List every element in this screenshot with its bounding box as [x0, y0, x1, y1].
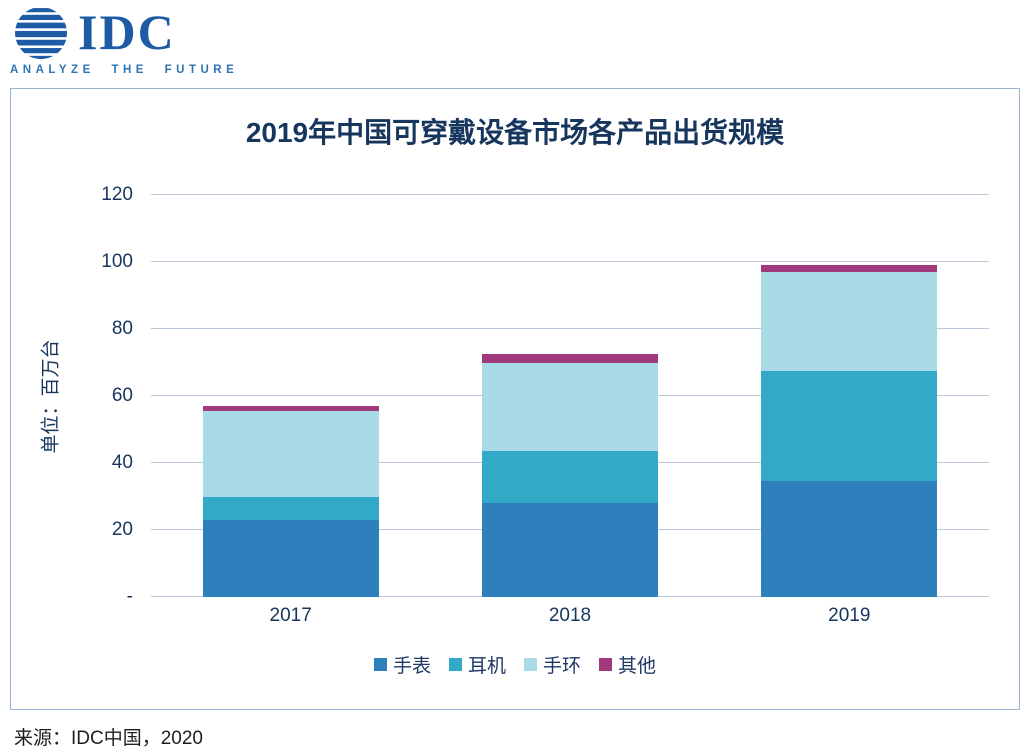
- idc-logo: IDC ANALYZE THE FUTURE: [10, 6, 238, 76]
- legend-item: 耳机: [448, 651, 506, 678]
- bar-segment: [202, 411, 379, 497]
- legend-item: 其他: [599, 651, 656, 678]
- y-tick-label: 100: [101, 251, 133, 272]
- source-note: 来源：IDC中国，2020: [14, 728, 203, 749]
- idc-wordmark: IDC: [78, 4, 176, 60]
- bar-segment: [761, 265, 938, 273]
- stacked-bar-2017: [202, 195, 379, 597]
- x-tick-label: 2018: [548, 605, 592, 626]
- bar-segment: [482, 354, 658, 363]
- y-tick-label: 20: [111, 519, 133, 541]
- x-axis-labels: 2017 2018 2019: [151, 605, 989, 627]
- legend-label: 其他: [618, 656, 657, 677]
- legend-label: 手表: [392, 656, 431, 677]
- y-axis-label-column: 单位：百万台: [25, 195, 73, 597]
- legend-label: 耳机: [467, 656, 506, 677]
- chart-row: 单位：百万台 120 100 80 60 40 20 - 2017 2018 2019: [11, 185, 1019, 627]
- stacked-bar-2018: [482, 195, 658, 597]
- bar-segment: [482, 503, 658, 597]
- bars: [151, 195, 989, 597]
- bar-segment: [482, 451, 658, 504]
- legend-item: 手表: [373, 651, 431, 678]
- legend-label: 手环: [543, 656, 582, 677]
- bar-segment: [761, 272, 938, 371]
- bar-slot: [151, 195, 430, 597]
- legend-swatch: [599, 658, 613, 671]
- bar-segment: [482, 362, 658, 452]
- bar-segment: [202, 496, 379, 520]
- plot-area: 120 100 80 60 40 20 -: [101, 185, 989, 607]
- idc-globe-icon: [15, 8, 67, 59]
- y-tick-label: 120: [101, 184, 133, 205]
- y-tick-label: 60: [111, 385, 133, 406]
- bar-segment: [761, 481, 938, 597]
- chart-title: 2019年中国可穿戴设备市场各产品出货规模: [245, 117, 785, 148]
- y-tick-label: -: [126, 586, 133, 607]
- grid-line: [151, 261, 989, 262]
- logo-tagline: ANALYZE THE FUTURE: [10, 64, 239, 76]
- x-tick-label: 2017: [269, 605, 312, 626]
- bar-segment: [202, 519, 379, 597]
- legend-swatch: [524, 658, 537, 671]
- y-tick-label: 80: [111, 318, 133, 340]
- plot-wrap: 120 100 80 60 40 20 - 2017 2018 2019: [101, 185, 989, 627]
- grid-line: [151, 194, 989, 195]
- bar-segment: [202, 406, 379, 412]
- y-axis-label: 单位：百万台: [40, 338, 62, 454]
- grid-line: [151, 328, 989, 330]
- bar-slot: [430, 195, 709, 597]
- legend: 手表 耳机 手环 其他: [11, 651, 1019, 678]
- chart-panel: 2019年中国可穿戴设备市场各产品出货规模 单位：百万台 120 100 80 60 4…: [10, 88, 1020, 710]
- bar-slot: [710, 195, 989, 597]
- stacked-bar-2019: [761, 195, 938, 597]
- legend-swatch: [373, 658, 387, 671]
- logo-row: IDC: [10, 6, 238, 60]
- legend-swatch: [448, 658, 462, 671]
- bar-segment: [761, 370, 938, 482]
- x-tick-label: 2019: [828, 605, 871, 626]
- y-tick-label: 40: [111, 452, 133, 474]
- legend-item: 手环: [524, 651, 581, 678]
